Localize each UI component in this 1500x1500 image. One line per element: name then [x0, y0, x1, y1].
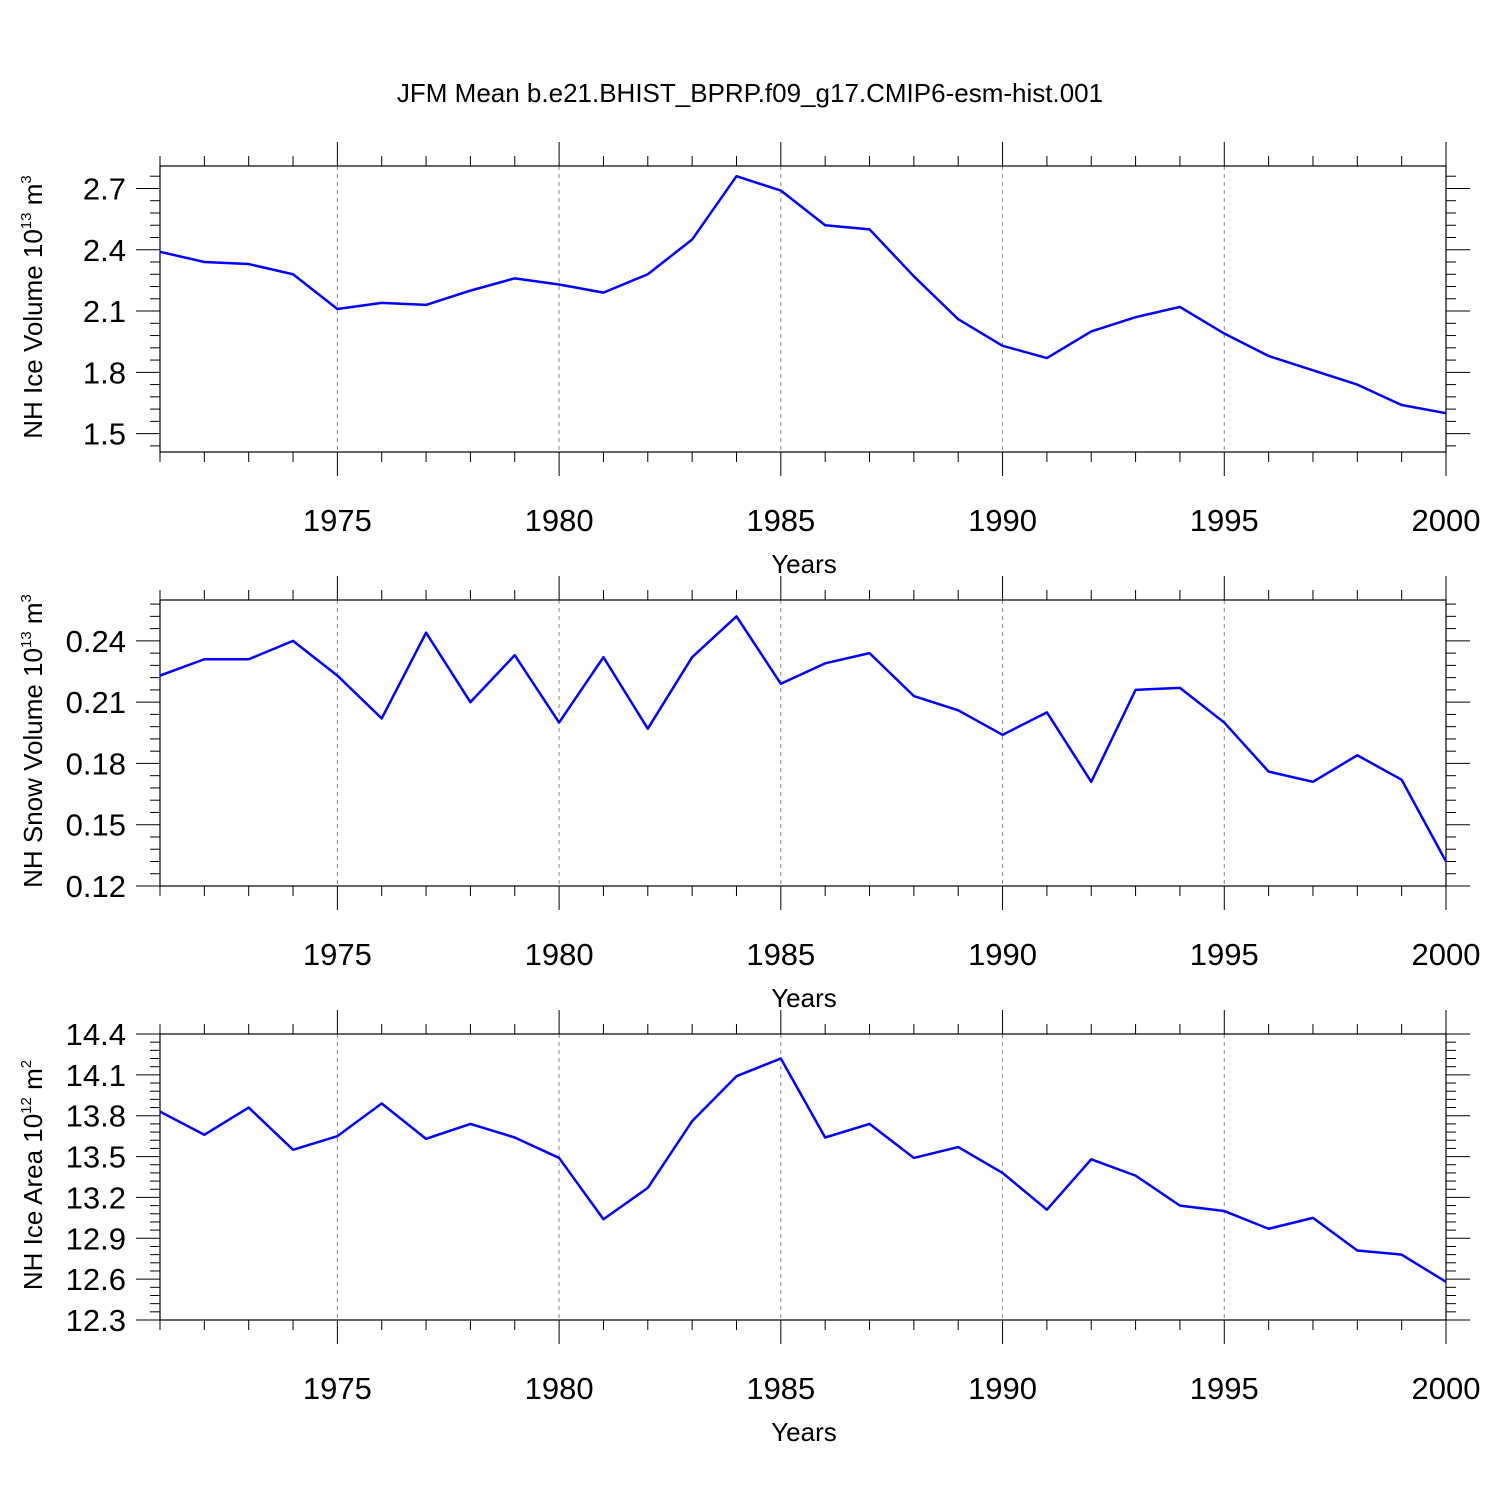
y-tick-label: 1.5 [83, 417, 126, 452]
x-axis-title: Years [771, 983, 837, 1013]
x-axis-title: Years [771, 1417, 837, 1447]
y-tick-label: 14.1 [66, 1058, 126, 1093]
y-tick-label: 13.5 [66, 1140, 126, 1175]
x-tick-label: 1995 [1190, 1371, 1259, 1406]
x-tick-label: 1995 [1190, 937, 1259, 972]
x-tick-label: 1975 [303, 503, 372, 538]
x-axis-title: Years [771, 549, 837, 579]
y-tick-label: 13.2 [66, 1180, 126, 1215]
series-line [159, 174, 1447, 415]
y-tick-label: 1.8 [83, 355, 126, 390]
x-tick-label: 2000 [1412, 1371, 1481, 1406]
y-tick-label: 0.12 [66, 869, 126, 904]
chart-panel-2: 0.12 0.15 0.18 0.21 0.24 1975 1980 1985 1990 1995… [18, 576, 1480, 1013]
x-tick-label: 1990 [968, 503, 1037, 538]
x-tick-label: 1980 [525, 1371, 594, 1406]
y-tick-label: 2.4 [83, 233, 126, 268]
x-tick-label: 1985 [746, 1371, 815, 1406]
x-tick-label: 1990 [968, 937, 1037, 972]
y-tick-label: 12.6 [66, 1262, 126, 1297]
plot-frame [159, 599, 1447, 887]
x-tick-label: 1980 [525, 503, 594, 538]
y-tick-label: 12.9 [66, 1221, 126, 1256]
y-tick-label: 12.3 [66, 1303, 126, 1338]
y-tick-label: 2.7 [83, 171, 126, 206]
series-line [159, 1057, 1447, 1283]
x-tick-label: 1980 [525, 937, 594, 972]
y-tick-label: 13.8 [66, 1099, 126, 1134]
page-title: JFM Mean b.e21.BHIST_BPRP.f09_g17.CMIP6-… [396, 78, 1104, 108]
chart-panel-1: 1.5 1.8 2.1 2.4 2.7 1975 1980 1985 1990 1995 2000 Y… [18, 142, 1480, 579]
x-tick-label: 1995 [1190, 503, 1259, 538]
plot-frame [159, 165, 1447, 453]
y-tick-label: 0.24 [66, 624, 126, 659]
x-tick-label: 1975 [303, 1371, 372, 1406]
x-tick-label: 1985 [746, 503, 815, 538]
plot-frame [159, 1033, 1447, 1321]
x-tick-label: 2000 [1412, 503, 1481, 538]
series-line [159, 615, 1448, 863]
y-axis-title: NH Snow Volume 1013 m3 [18, 594, 48, 888]
y-tick-label: 0.18 [66, 746, 126, 781]
x-tick-label: 2000 [1412, 937, 1481, 972]
y-tick-label: 0.15 [66, 808, 126, 843]
y-tick-label: 0.21 [66, 685, 126, 720]
x-tick-label: 1990 [968, 1371, 1037, 1406]
y-axis-title: NH Ice Volume 1013 m3 [18, 175, 48, 438]
y-tick-label: 14.4 [66, 1017, 126, 1052]
y-axis-title: NH Ice Area 1012 m2 [18, 1060, 48, 1290]
y-tick-label: 2.1 [83, 294, 126, 329]
x-tick-label: 1985 [746, 937, 815, 972]
chart-panel-3: 12.3 12.6 12.9 13.2 13.5 13.8 14.1 14.4 1975 1980… [18, 1010, 1480, 1447]
x-tick-label: 1975 [303, 937, 372, 972]
